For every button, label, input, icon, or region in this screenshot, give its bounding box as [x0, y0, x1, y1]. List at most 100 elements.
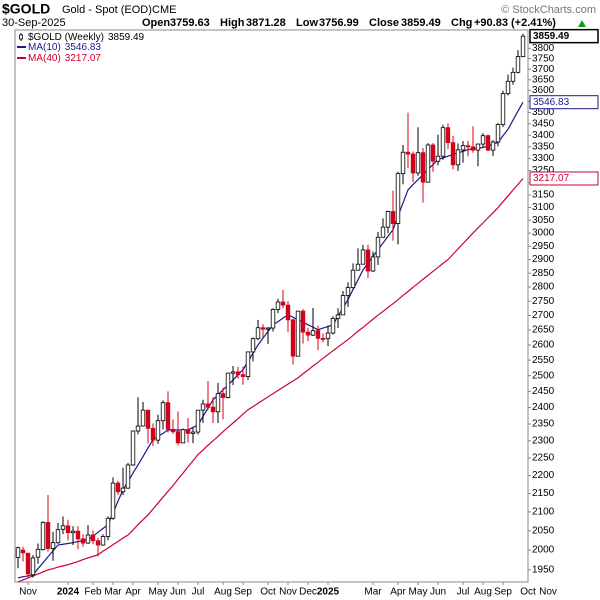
value-box — [529, 95, 599, 110]
y-tick-label: 2600 — [532, 340, 555, 351]
candle-body — [385, 211, 391, 228]
x-tick-label: Nov — [279, 587, 297, 598]
y-tick-label: 2100 — [532, 507, 555, 518]
legend-value: 3859.49 — [108, 32, 145, 43]
y-tick-label: 3450 — [532, 118, 555, 129]
candle-body — [95, 540, 101, 546]
candle-body — [260, 327, 266, 330]
candle-body — [445, 127, 451, 144]
candle-body — [320, 337, 326, 340]
candle-body — [355, 263, 361, 271]
candle-body — [480, 135, 486, 145]
legend-name: MA(40) — [28, 53, 61, 64]
chart-title: $GOLD — [2, 1, 50, 17]
candle-body — [470, 146, 476, 151]
candle-body — [135, 425, 141, 432]
candle-body — [195, 409, 201, 433]
candle-body — [15, 547, 21, 558]
y-tick-label: 2150 — [532, 488, 555, 499]
candle-body — [60, 525, 66, 530]
candle-body — [365, 249, 371, 272]
candle-body — [300, 310, 306, 333]
y-tick-label: 3800 — [532, 43, 555, 54]
candle-body — [175, 431, 181, 444]
candle-body — [90, 534, 96, 542]
value-box-label: 3546.83 — [533, 97, 570, 108]
candle-body — [150, 427, 156, 441]
y-tick-label: 3400 — [532, 130, 555, 141]
legend-icon — [19, 34, 23, 40]
header-value: 3756.99 — [319, 17, 359, 29]
y-tick-label: 3000 — [532, 228, 555, 239]
candle-body — [50, 542, 56, 549]
legend-entry: MA(40) 3217.07 — [28, 53, 101, 64]
candle-body — [120, 487, 126, 493]
candle-body — [410, 153, 416, 174]
x-tick-label: Jun — [170, 587, 186, 598]
candle-body — [340, 295, 346, 316]
candle-body — [350, 269, 356, 288]
plot-frame — [14, 29, 529, 583]
y-tick-label: 2250 — [532, 453, 555, 464]
candle-body — [305, 331, 311, 336]
legend-name: MA(10) — [28, 42, 61, 53]
header-label: High — [220, 17, 245, 29]
candle-body — [515, 56, 521, 73]
candle-body — [80, 538, 86, 544]
y-tick-label: 3300 — [532, 153, 555, 164]
candle-body — [200, 403, 206, 411]
candle-body — [400, 151, 406, 175]
candle-body — [70, 530, 76, 534]
x-tick-label: Jul — [192, 587, 205, 598]
candle-body — [345, 287, 351, 296]
up-arrow — [578, 20, 586, 27]
x-tick-label: May — [149, 587, 168, 598]
candle-body — [375, 236, 381, 258]
x-tick-label: Oct — [260, 587, 276, 598]
x-tick-label: Mar — [104, 587, 122, 598]
x-tick-label: Oct — [520, 587, 536, 598]
y-tick-label: 3700 — [532, 64, 555, 75]
header-label: Chg — [451, 17, 472, 29]
x-tick-label: Apr — [125, 587, 141, 598]
candle-body — [390, 211, 396, 224]
candle-body — [360, 249, 366, 265]
candle-body — [475, 143, 481, 151]
candle-body — [425, 144, 431, 183]
y-tick-label: 3150 — [532, 190, 555, 201]
y-tick-label: 3650 — [532, 74, 555, 85]
candle-body — [440, 127, 446, 157]
header-label: Low — [296, 17, 318, 29]
y-tick-label: 3050 — [532, 215, 555, 226]
header-label: Close — [369, 17, 399, 29]
candle-body — [495, 124, 501, 143]
y-tick-label: 2200 — [532, 470, 555, 481]
x-tick-label: Dec — [299, 587, 317, 598]
exchange: CME — [152, 4, 176, 16]
header-value: 3871.28 — [246, 17, 286, 29]
y-tick-label: 2900 — [532, 254, 555, 265]
candle-body — [220, 393, 226, 398]
candle-body — [460, 145, 466, 151]
candle-body — [55, 529, 61, 544]
chart-date: 30-Sep-2025 — [2, 17, 66, 29]
candle-body — [295, 310, 301, 357]
candle-body — [370, 256, 376, 272]
y-tick-label: 3250 — [532, 165, 555, 176]
x-tick-label: May — [409, 587, 428, 598]
candle-body — [490, 141, 496, 151]
x-tick-label: 2025 — [317, 587, 340, 598]
candle-body — [255, 327, 261, 340]
candle-body — [65, 525, 71, 534]
candle-body — [485, 135, 491, 151]
candle-body — [380, 226, 386, 238]
candle-body — [405, 151, 411, 155]
y-tick-label: 3750 — [532, 53, 555, 64]
candle-body — [270, 309, 276, 329]
candle-body — [185, 429, 191, 434]
x-tick-label: Jun — [430, 587, 446, 598]
value-box-label: 3217.07 — [533, 173, 570, 184]
y-tick-label: 2950 — [532, 241, 555, 252]
